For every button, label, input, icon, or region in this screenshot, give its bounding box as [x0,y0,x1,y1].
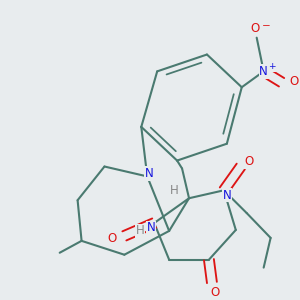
Text: +: + [268,62,275,71]
Text: N: N [147,221,156,235]
Text: N: N [145,167,154,180]
Text: N: N [259,65,268,78]
Text: O: O [250,22,259,35]
Text: H: H [170,184,178,197]
Text: O: O [244,155,254,168]
Text: O: O [210,286,220,299]
Text: −: − [262,21,271,31]
Text: O: O [108,232,117,245]
Text: O: O [290,75,299,88]
Text: N: N [223,189,231,202]
Text: H: H [136,224,145,237]
